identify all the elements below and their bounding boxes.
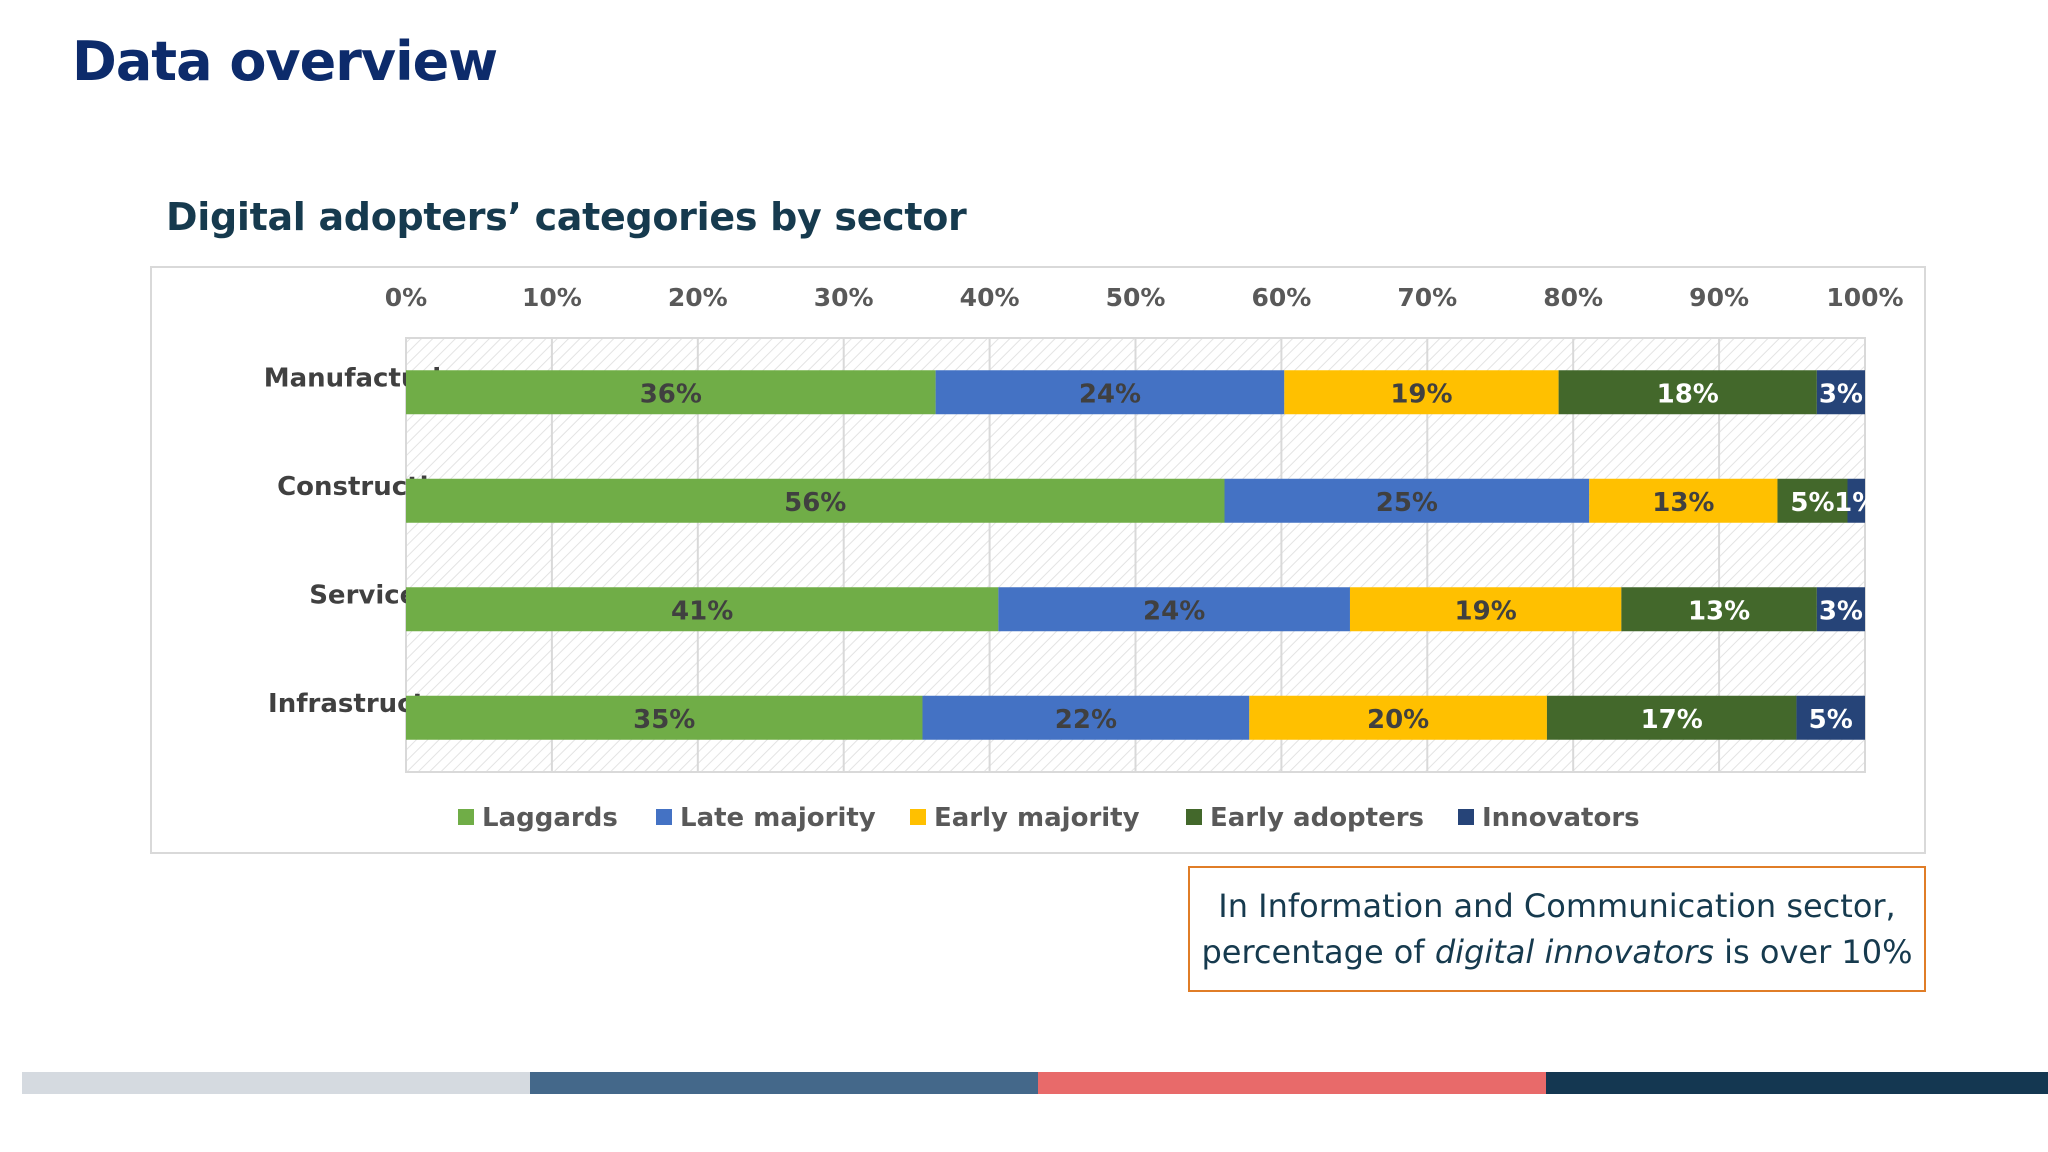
data-label: 41% [671, 596, 733, 626]
legend-label: Early adopters [1210, 803, 1424, 833]
data-label: 56% [784, 488, 846, 518]
x-tick-label: 90% [1689, 283, 1749, 312]
legend-swatch [910, 809, 926, 825]
x-tick-label: 60% [1251, 283, 1311, 312]
bar-segment [406, 478, 1225, 523]
data-label: 25% [1376, 488, 1438, 518]
x-tick-label: 20% [668, 283, 728, 312]
x-tick-label: 70% [1397, 283, 1457, 312]
footer-bar-segment-2 [530, 1072, 1038, 1094]
page-title: Data overview [72, 30, 498, 93]
data-label: 13% [1652, 488, 1714, 518]
bar-segment [1546, 695, 1797, 740]
bar-segment [1589, 478, 1778, 523]
bar-segment [1249, 695, 1547, 740]
footer-bar-segment-3 [1038, 1072, 1546, 1094]
chart-title: Digital adopters’ categories by sector [166, 195, 967, 239]
bar-segment [1284, 370, 1559, 415]
callout-line-1: In Information and Communication sector, [1218, 887, 1896, 925]
bar-segment [1349, 587, 1622, 632]
legend-label: Early majority [934, 803, 1140, 833]
bar-segment [1777, 478, 1848, 523]
bar-segment [1621, 587, 1817, 632]
x-tick-label: 10% [522, 283, 582, 312]
x-tick-label: 80% [1543, 283, 1603, 312]
x-tick-label: 100% [1826, 283, 1903, 312]
callout-box: In Information and Communication sector,… [1188, 866, 1926, 992]
data-label: 5% [1809, 705, 1853, 735]
data-label: 5% [1790, 488, 1834, 518]
legend-swatch [656, 809, 672, 825]
x-tick-label: 0% [385, 283, 427, 312]
data-label: 3% [1819, 596, 1863, 626]
callout-line-2-suffix: is over 10% [1713, 933, 1913, 971]
legend-label: Laggards [482, 803, 618, 833]
data-label: 36% [640, 379, 702, 409]
legend-label: Innovators [1482, 803, 1640, 833]
bar-segment [406, 587, 999, 632]
data-label: 19% [1390, 379, 1452, 409]
data-label: 17% [1641, 705, 1703, 735]
bar-segment [1816, 587, 1865, 632]
chart-frame: 0% 10% 20% 30% 40% 50% 60% 70% 80% 90% 100% Manufa… [150, 266, 1926, 854]
callout-text: In Information and Communication sector,… [1201, 883, 1912, 975]
footer-bar-segment-4 [1546, 1072, 2048, 1094]
bar-segment [1847, 478, 1865, 523]
callout-line-2-prefix: percentage of [1201, 933, 1435, 971]
bar-segment [935, 370, 1285, 415]
plot-area-border [405, 337, 1866, 773]
bar-segment [922, 695, 1250, 740]
x-tick-label: 40% [960, 283, 1020, 312]
data-label: 13% [1688, 596, 1750, 626]
data-label: 18% [1657, 379, 1719, 409]
x-tick-label: 50% [1106, 283, 1166, 312]
data-label: 35% [633, 705, 695, 735]
legend-label: Late majority [680, 803, 876, 833]
data-label: 24% [1143, 596, 1205, 626]
footer-bar-segment-1 [22, 1072, 530, 1094]
data-label: 1% [1834, 488, 1878, 518]
legend-swatch [458, 809, 474, 825]
data-label: 20% [1367, 705, 1429, 735]
data-label: 19% [1455, 596, 1517, 626]
bar-segment [1796, 695, 1865, 740]
bar-segment [1224, 478, 1590, 523]
bar-segment [406, 370, 936, 415]
callout-emphasis: digital innovators [1434, 933, 1714, 971]
bar-segment [1558, 370, 1817, 415]
legend-swatch [1458, 809, 1474, 825]
data-label: 3% [1819, 379, 1863, 409]
stacked-bar-chart: 0% 10% 20% 30% 40% 50% 60% 70% 80% 90% 100% Manufa… [264, 283, 1904, 833]
data-label: 24% [1079, 379, 1141, 409]
bar-segment [406, 695, 923, 740]
bar-segment [998, 587, 1350, 632]
legend-swatch [1186, 809, 1202, 825]
x-tick-label: 30% [814, 283, 874, 312]
bar-segment [1816, 370, 1865, 415]
data-label: 22% [1055, 705, 1117, 735]
